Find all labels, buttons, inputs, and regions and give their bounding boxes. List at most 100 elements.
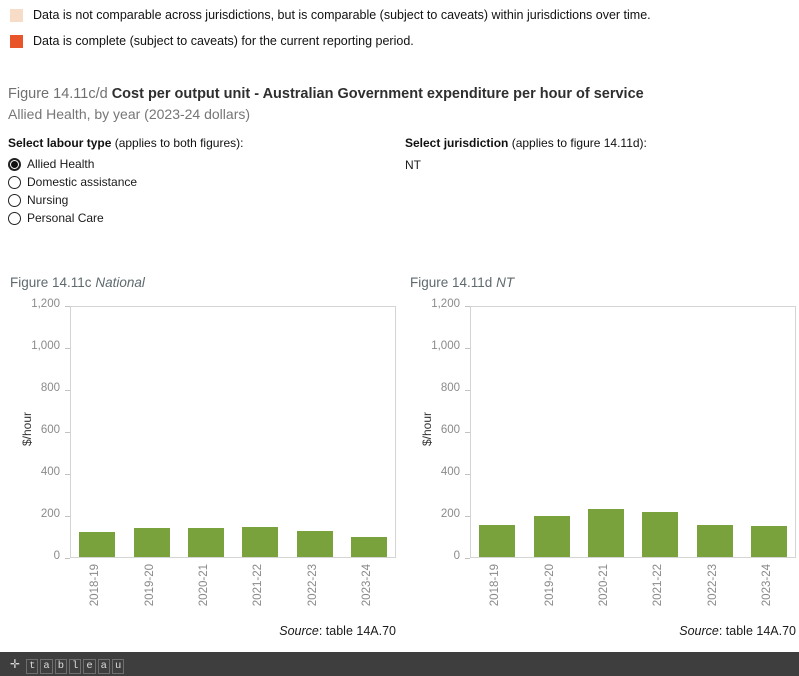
y-tick-mark — [65, 390, 70, 391]
x-tick-label: 2019-20 — [144, 564, 156, 607]
y-tick-label: 0 — [53, 550, 60, 562]
chart-national: Figure 14.11c National Source: table 14A… — [8, 272, 400, 652]
bar-2018-19[interactable] — [79, 532, 115, 557]
chart-source: Source: table 14A.70 — [279, 624, 396, 638]
bar-2019-20[interactable] — [134, 528, 170, 557]
tableau-plus-icon[interactable]: ✛ — [10, 657, 21, 671]
chart-nt: Figure 14.11d NT Source: table 14A.70 0 2… — [408, 272, 799, 652]
y-tick-mark — [65, 474, 70, 475]
y-tick-mark — [465, 432, 470, 433]
jurisdiction-label: Select jurisdiction (applies to figure 1… — [405, 136, 647, 150]
radio-option-label: Nursing — [27, 193, 69, 207]
radio-unchecked-icon[interactable] — [8, 175, 21, 189]
tableau-logo-letter: l — [69, 658, 82, 674]
chart-title-region: NT — [496, 275, 515, 290]
radio-checked-icon[interactable] — [8, 157, 21, 171]
x-tick-label: 2022-23 — [307, 564, 319, 607]
x-tick-label: 2021-22 — [652, 564, 664, 607]
bar-2023-24[interactable] — [751, 526, 787, 557]
source-table-ref: : table 14A.70 — [318, 624, 396, 638]
x-tick-label: 2018-19 — [89, 564, 101, 607]
tableau-logo-letter: e — [83, 658, 96, 674]
x-tick-label: 2019-20 — [544, 564, 556, 607]
bar-2023-24[interactable] — [351, 537, 387, 557]
y-tick-label: 400 — [440, 466, 460, 478]
radio-option-label: Domestic assistance — [27, 175, 138, 189]
radio-option-label: Personal Care — [27, 211, 104, 225]
jurisdiction-control: Select jurisdiction (applies to figure 1… — [405, 136, 647, 172]
y-tick-label: 1,000 — [31, 340, 60, 352]
y-tick-label: 200 — [440, 508, 460, 520]
radio-option-domestic-assistance[interactable]: Domestic assistance — [8, 173, 243, 191]
legend-label: Data is not comparable across jurisdicti… — [33, 8, 651, 22]
bar-2022-23[interactable] — [297, 531, 333, 557]
legend-swatch-not-comparable — [10, 9, 23, 22]
tableau-logo-letter: b — [54, 658, 67, 674]
chart-title-prefix: Figure 14.11c — [10, 275, 92, 290]
bar-2022-23[interactable] — [697, 525, 733, 557]
radio-option-personal-care[interactable]: Personal Care — [8, 209, 243, 227]
radio-option-label: Allied Health — [27, 157, 95, 171]
labour-type-control: Select labour type (applies to both figu… — [8, 136, 243, 227]
y-tick-mark — [465, 348, 470, 349]
radio-option-allied-health[interactable]: Allied Health — [8, 155, 243, 173]
x-tick-label: 2022-23 — [707, 564, 719, 607]
chart-title: Figure 14.11d NT — [410, 275, 514, 290]
bar-2020-21[interactable] — [188, 528, 224, 557]
jurisdiction-label-rest: (applies to figure 14.11d): — [508, 136, 647, 150]
jurisdiction-label-bold: Select jurisdiction — [405, 136, 509, 150]
x-tick-label: 2018-19 — [489, 564, 501, 607]
page-title-block: Figure 14.11c/d Cost per output unit - Au… — [8, 86, 644, 122]
y-tick-label: 1,200 — [431, 298, 460, 310]
legend-swatch-complete — [10, 35, 23, 48]
y-tick-mark — [465, 390, 470, 391]
y-tick-label: 1,000 — [431, 340, 460, 352]
y-tick-label: 600 — [40, 424, 60, 436]
x-tick-label: 2020-21 — [598, 564, 610, 607]
labour-type-label-rest: (applies to both figures): — [111, 136, 244, 150]
labour-type-options: Allied Health Domestic assistance Nursing P… — [8, 155, 243, 227]
chart-title-region: National — [95, 275, 145, 290]
y-tick-label: 0 — [453, 550, 460, 562]
radio-unchecked-icon[interactable] — [8, 211, 21, 225]
y-tick-mark — [65, 516, 70, 517]
y-tick-mark — [65, 306, 70, 307]
chart-title: Figure 14.11c National — [10, 275, 145, 290]
radio-option-nursing[interactable]: Nursing — [8, 191, 243, 209]
figure-title-prefix: Figure 14.11c/d — [8, 86, 108, 102]
legend-item: Data is not comparable across jurisdicti… — [10, 8, 651, 23]
tableau-logo-letter: u — [111, 658, 125, 674]
jurisdiction-selected-value[interactable]: NT — [405, 158, 421, 172]
source-table-ref: : table 14A.70 — [718, 624, 796, 638]
labour-type-label: Select labour type (applies to both figu… — [8, 136, 243, 150]
radio-unchecked-icon[interactable] — [8, 193, 21, 207]
plot-area — [70, 306, 396, 558]
bar-2021-22[interactable] — [242, 527, 278, 557]
chart-source: Source: table 14A.70 — [679, 624, 796, 638]
y-tick-mark — [65, 348, 70, 349]
y-tick-label: 400 — [40, 466, 60, 478]
radio-dot — [11, 160, 18, 168]
x-tick-label: 2020-21 — [198, 564, 210, 607]
source-word: Source — [679, 624, 719, 638]
y-tick-mark — [465, 474, 470, 475]
x-tick-label: 2023-24 — [761, 564, 773, 607]
y-tick-label: 600 — [440, 424, 460, 436]
tableau-logo-letter: a — [97, 658, 110, 674]
y-tick-label: 800 — [40, 382, 60, 394]
figure-subtitle: Allied Health, by year (2023-24 dollars) — [8, 106, 251, 122]
bar-2021-22[interactable] — [642, 512, 678, 557]
bar-2018-19[interactable] — [479, 525, 515, 557]
labour-type-label-bold: Select labour type — [8, 136, 112, 150]
bar-2020-21[interactable] — [588, 509, 624, 557]
bar-2019-20[interactable] — [534, 516, 570, 557]
figure-title-main: Cost per output unit - Australian Govern… — [111, 86, 644, 102]
y-tick-mark — [65, 558, 70, 559]
x-tick-label: 2021-22 — [252, 564, 264, 607]
legend-label: Data is complete (subject to caveats) fo… — [33, 34, 414, 48]
y-tick-label: 1,200 — [31, 298, 60, 310]
y-tick-label: 200 — [40, 508, 60, 520]
